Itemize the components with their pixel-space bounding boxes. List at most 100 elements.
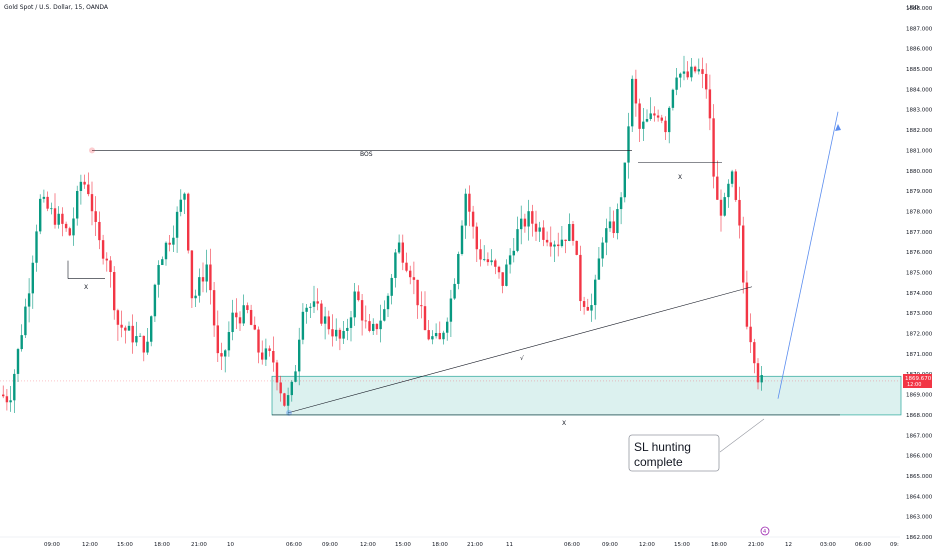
candle [346, 318, 349, 341]
candle-body [357, 291, 360, 301]
candle-body [442, 332, 445, 340]
candle [76, 185, 79, 226]
candle [442, 330, 445, 345]
candle [756, 358, 760, 390]
callout-pointer [719, 418, 765, 453]
candle-body [616, 209, 619, 234]
callout-box[interactable]: SL hunting complete [628, 434, 720, 472]
y-tick-label: 1880.000 [906, 169, 932, 175]
candle-body [20, 335, 23, 350]
candle [601, 237, 604, 267]
candle-body [24, 306, 27, 336]
candle [475, 222, 478, 262]
candle-body [749, 326, 752, 343]
candle-body [416, 279, 419, 306]
candle [638, 98, 641, 143]
candle [242, 294, 245, 326]
candle-body [397, 242, 401, 253]
candle [31, 255, 34, 309]
candle [479, 239, 482, 267]
candle [131, 314, 134, 354]
candle [305, 304, 308, 324]
candle-body [619, 197, 623, 210]
candle [294, 365, 297, 383]
candle [227, 321, 231, 357]
candle-body [61, 213, 64, 224]
candle-body [35, 231, 38, 263]
x-mark-right: X [678, 174, 682, 181]
candle [42, 189, 46, 203]
bos-origin-marker [89, 147, 95, 154]
candle [212, 282, 216, 337]
candle [656, 109, 660, 122]
candle-body [68, 228, 71, 236]
candle [135, 321, 138, 347]
candle-body [131, 325, 134, 343]
candle-body [394, 252, 397, 278]
candle [27, 278, 31, 323]
candle-body [542, 227, 545, 240]
candle [353, 282, 356, 326]
candle-body [16, 349, 20, 374]
svg-text:4: 4 [763, 529, 766, 535]
candle [409, 265, 412, 285]
candle-body [360, 300, 364, 321]
candle-body [605, 228, 608, 243]
y-tick-label: 1879.000 [906, 189, 932, 195]
candle-body [383, 309, 386, 321]
candle [283, 392, 286, 407]
candle [183, 192, 186, 215]
candlesticks [2, 55, 763, 415]
y-tick-label: 1862.000 [906, 535, 932, 541]
candle [379, 304, 382, 343]
candle [571, 221, 575, 246]
candle [608, 206, 612, 232]
candle [235, 298, 238, 330]
y-tick-label: 1886.000 [906, 47, 932, 53]
y-tick-label: 1883.000 [906, 108, 932, 114]
x-tick-label: 09:00 [322, 542, 338, 548]
candle [590, 293, 593, 322]
candle [301, 303, 305, 345]
check-mark: √ [520, 355, 524, 362]
y-tick-label: 1867.000 [906, 433, 932, 439]
candle-body [320, 303, 323, 324]
candle [109, 256, 112, 288]
candle-body [612, 221, 615, 234]
projection-arrow [777, 111, 839, 399]
candle [520, 205, 523, 245]
candle [87, 172, 90, 197]
candle-body [205, 264, 208, 282]
candle-body [27, 293, 31, 307]
x-mark-zone: X [562, 420, 566, 427]
candle [5, 389, 9, 411]
candle-body [642, 121, 645, 129]
candle [690, 58, 693, 82]
candle-body [342, 330, 345, 339]
candle [701, 57, 704, 89]
candle-body [179, 199, 182, 212]
candle-body [653, 113, 656, 116]
candle-body [220, 353, 223, 357]
candle [423, 291, 427, 331]
candle-body [42, 196, 46, 199]
candle [693, 65, 697, 74]
candle [708, 74, 712, 131]
replay-icon[interactable]: 4 [760, 526, 770, 536]
candle-body [375, 323, 379, 330]
candle [238, 311, 242, 332]
x-tick-label: 06:00 [286, 542, 302, 548]
candle [179, 189, 182, 217]
candle [268, 345, 271, 357]
candle [375, 323, 379, 335]
candle-body [516, 229, 519, 251]
candle [172, 225, 175, 253]
candle-body [231, 312, 234, 333]
candle-body [505, 264, 508, 286]
candle-body [50, 208, 53, 210]
candle-body [568, 224, 571, 241]
arrow-head [835, 124, 841, 131]
candle-body [2, 394, 5, 397]
x-tick-label: 15:00 [117, 542, 133, 548]
